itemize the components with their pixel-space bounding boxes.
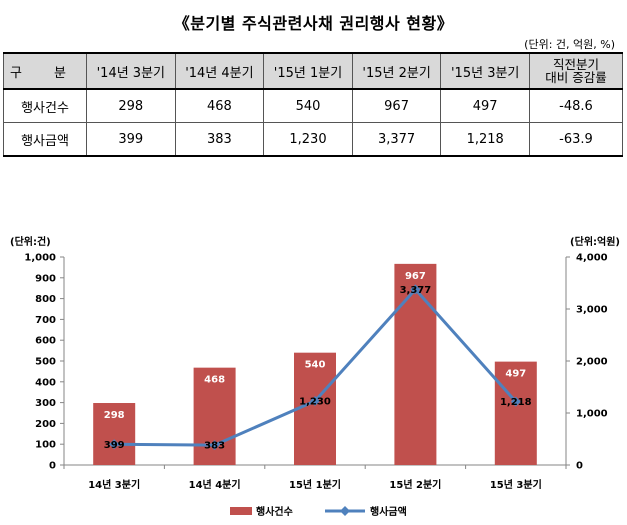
table-cell: 399 (86, 122, 176, 157)
legend-label: 행사건수 (256, 505, 293, 518)
header-category: 구 분 (3, 52, 87, 90)
line-point-marker (510, 396, 521, 407)
legend-label: 행사금액 (370, 505, 407, 518)
line-point-marker (109, 439, 120, 450)
y-right-axis-label: (단위:억원) (570, 235, 620, 248)
data-table: 구 분 '14년 3분기 '14년 4분기 '15년 1분기 '15년 2분기 … (3, 52, 623, 157)
line-data-label: 399 (104, 440, 125, 451)
combo-chart: (단위:건) (단위:억원) 0 100 200 300 400 500 600 700 800 90… (10, 235, 620, 518)
row-label: 행사건수 (3, 88, 87, 123)
header-col-3: '15년 1분기 (263, 52, 353, 90)
y-left-axis-label: (단위:건) (10, 235, 51, 248)
line-data-label: 1,230 (299, 397, 331, 408)
line-data-label: 1,218 (500, 397, 532, 408)
table-cell: 497 (440, 88, 530, 123)
y-left-tick-label: 100 (35, 440, 56, 451)
header-change-line2: 대비 증감률 (545, 70, 607, 85)
y-left-tick-label: 500 (35, 357, 56, 368)
y-left-tick-label: 0 (49, 461, 56, 472)
y-left-tick-label: 800 (35, 294, 56, 305)
table-cell: 298 (86, 88, 176, 123)
y-left-tick-label: 900 (35, 273, 56, 284)
page-title: 《분기별 주식관련사채 권리행사 현황》 (173, 14, 454, 33)
table-cell: 383 (174, 122, 265, 157)
x-tick-label: 14년 4분기 (189, 478, 241, 491)
row-label: 행사금액 (3, 122, 87, 157)
bar (394, 263, 437, 465)
line-point-marker (410, 284, 421, 295)
table-cell-change: -48.6 (529, 88, 623, 123)
header-col-4: '15년 2분기 (351, 52, 442, 90)
bar-data-label: 497 (505, 369, 526, 380)
x-tick-label: 15년 1분기 (289, 478, 341, 491)
y-right-tick-label: 3,000 (576, 305, 608, 316)
x-tick-label: 15년 3분기 (490, 478, 542, 491)
table-cell: 1,230 (263, 122, 353, 157)
header-change-line1: 직전분기 (552, 57, 599, 72)
table-row: 행사금액 399 383 1,230 3,377 1,218 -63.9 (3, 122, 623, 157)
y-left-tick-label: 700 (35, 315, 56, 326)
bar-data-label: 967 (405, 271, 426, 282)
bar (93, 403, 136, 465)
table-row: 행사건수 298 468 540 967 497 -48.6 (3, 88, 623, 123)
table-cell: 3,377 (351, 122, 442, 157)
unit-note: (단위: 건, 억원, %) (524, 38, 615, 51)
line-data-label: 3,377 (400, 285, 432, 296)
line-point-marker (310, 396, 320, 407)
y-right-tick-label: 0 (576, 461, 583, 472)
bar-data-label: 540 (305, 360, 326, 371)
header-change: 직전분기 대비 증감률 (529, 52, 623, 90)
table-header-row: 구 분 '14년 3분기 '14년 4분기 '15년 1분기 '15년 2분기 … (3, 52, 623, 90)
y-left-tick-label: 300 (35, 398, 56, 409)
y-right-tick-label: 2,000 (576, 357, 608, 368)
table-cell-change: -63.9 (529, 122, 623, 157)
x-tick-label: 14년 3분기 (88, 478, 140, 491)
bar (294, 352, 336, 465)
table-cell: 540 (263, 88, 353, 123)
y-left-tick-label: 600 (35, 336, 56, 347)
y-right-tick-label: 4,000 (576, 253, 608, 264)
legend-swatch-marker (340, 506, 350, 516)
line-point-marker (209, 440, 220, 451)
table-cell: 967 (351, 88, 442, 123)
line-data-label: 383 (204, 441, 225, 452)
table-cell: 468 (174, 88, 265, 123)
header-col-5: '15년 3분기 (440, 52, 530, 90)
y-left-tick-label: 1,000 (24, 253, 56, 264)
table-cell: 1,218 (440, 122, 530, 157)
bar-data-label: 468 (204, 375, 225, 386)
bar-data-label: 298 (104, 410, 125, 421)
header-col-2: '14년 4분기 (174, 52, 265, 90)
header-col-1: '14년 3분기 (86, 52, 176, 90)
legend-swatch-bar (230, 507, 252, 515)
x-tick-label: 15년 2분기 (389, 478, 441, 491)
bar (494, 361, 537, 465)
y-left-tick-label: 200 (35, 419, 56, 430)
y-right-tick-label: 1,000 (576, 409, 608, 420)
y-left-tick-label: 400 (35, 377, 56, 388)
